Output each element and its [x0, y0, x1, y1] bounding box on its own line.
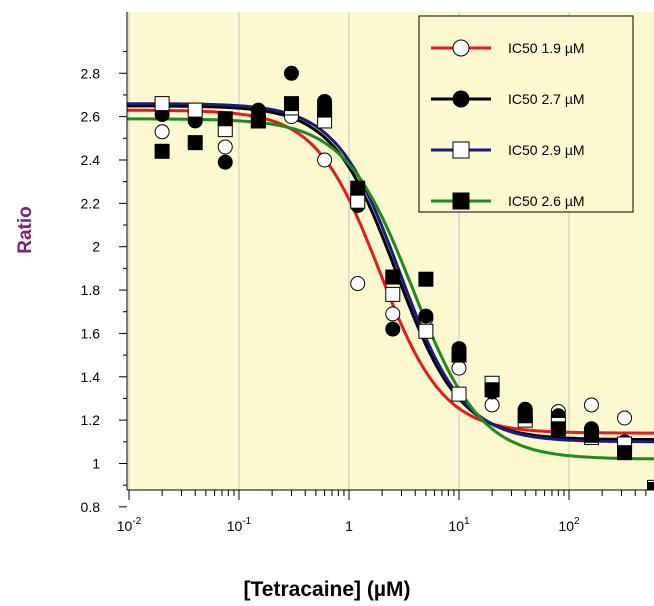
x-tick-exponent: 2 [574, 516, 580, 527]
data-point [484, 397, 500, 413]
data-point [317, 152, 333, 168]
data-point [418, 308, 434, 324]
data-point [451, 347, 467, 363]
legend: IC50 1.9 µM IC50 2.7 µM IC50 2.9 µM IC50 2.… [418, 15, 634, 213]
legend-marker [452, 90, 470, 108]
legend-marker [452, 192, 470, 210]
data-point [418, 323, 434, 339]
x-tick-exponent: -1 [242, 516, 251, 527]
data-point [451, 386, 467, 402]
data-point [583, 427, 599, 443]
x-tick-base: 10 [227, 518, 243, 534]
legend-marker [452, 39, 470, 57]
data-point [217, 139, 233, 155]
data-point [350, 276, 366, 292]
x-tick-label: 1 [345, 518, 353, 534]
data-point [217, 154, 233, 170]
data-point [385, 321, 401, 337]
x-tick-exponent: 1 [464, 516, 470, 527]
x-tick-base: 10 [558, 518, 574, 534]
legend-label: IC50 2.9 µM [508, 142, 585, 158]
x-tick-base: 1 [345, 518, 353, 534]
data-point [617, 445, 633, 461]
data-points [154, 65, 654, 490]
legend-label: IC50 1.9 µM [508, 40, 585, 56]
y-tick-label: 2.6 [81, 109, 101, 125]
legend-label: IC50 2.6 µM [508, 193, 585, 209]
x-axis-label: [Tetracaine] (µM) [243, 578, 411, 601]
data-point [517, 408, 533, 424]
data-point [187, 135, 203, 151]
data-point [484, 382, 500, 398]
y-tick-label: 1.8 [81, 282, 101, 298]
legend-label: IC50 2.7 µM [508, 91, 585, 107]
x-tick-label: 10-2 [117, 516, 142, 534]
data-point [350, 193, 366, 209]
y-tick-label: 2 [92, 239, 100, 255]
y-tick-label: 1.6 [81, 325, 101, 341]
y-tick-label: 1.4 [81, 369, 101, 385]
fit-curve [127, 117, 654, 461]
x-tick-label: 102 [558, 516, 580, 534]
data-point [451, 360, 467, 376]
data-point [217, 111, 233, 127]
data-point [283, 65, 299, 81]
data-point [583, 397, 599, 413]
data-point [350, 180, 366, 196]
data-point [250, 113, 266, 129]
data-point [154, 124, 170, 140]
axes: 0.811.21.41.61.822.22.42.62.810-2 10-1 1 10… [81, 12, 654, 534]
y-tick-label: 2.8 [81, 65, 101, 81]
data-point [385, 306, 401, 322]
y-tick-label: 2.4 [81, 152, 101, 168]
x-tick-exponent: -2 [132, 516, 141, 527]
fit-curve [127, 102, 654, 444]
y-tick-label: 1 [92, 456, 100, 472]
data-point [550, 421, 566, 437]
y-axis-label: Ratio [15, 206, 36, 254]
y-axis-label-box: Ratio [6, 170, 46, 290]
fit-curve [127, 104, 654, 442]
data-point [617, 410, 633, 426]
data-point [154, 143, 170, 159]
data-point [385, 286, 401, 302]
x-tick-base: 10 [117, 518, 133, 534]
y-tick-label: 0.8 [81, 499, 101, 515]
x-tick-label: 10-1 [227, 516, 252, 534]
data-point [418, 271, 434, 287]
data-point [317, 102, 333, 118]
y-tick-label: 1.2 [81, 412, 101, 428]
data-point [154, 96, 170, 112]
x-tick-base: 10 [448, 518, 464, 534]
data-point [385, 269, 401, 285]
y-tick-label: 2.2 [81, 195, 101, 211]
data-point [187, 102, 203, 118]
legend-marker [452, 141, 470, 159]
data-point [283, 96, 299, 112]
x-tick-label: 101 [448, 516, 470, 534]
